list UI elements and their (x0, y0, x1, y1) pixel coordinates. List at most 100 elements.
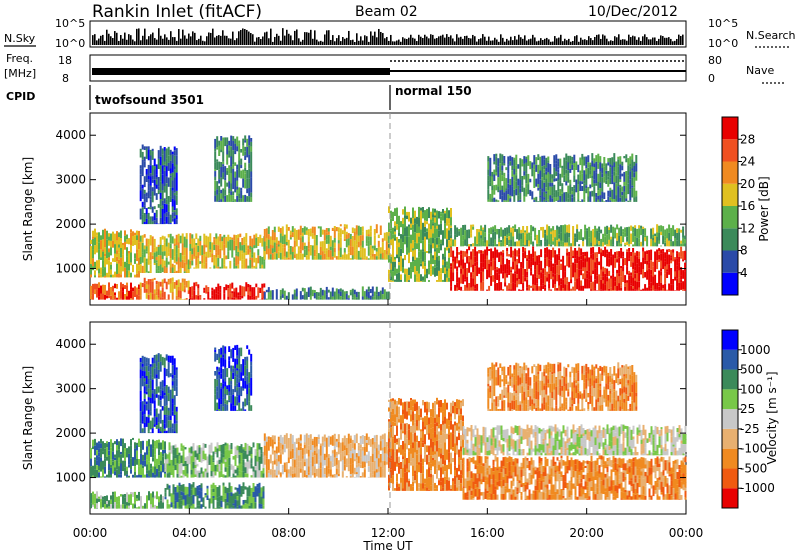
nsky-bar (516, 39, 518, 45)
v-cell (104, 443, 106, 449)
p-cell (501, 195, 504, 202)
v-cell (168, 450, 171, 453)
p-cell (548, 226, 551, 236)
p-cell (205, 262, 208, 269)
v-cell (120, 471, 122, 475)
p-cell (249, 249, 252, 253)
p-cell (365, 259, 368, 260)
nsky-bar (178, 29, 180, 45)
p-cell (676, 279, 679, 287)
p-cell (490, 261, 493, 267)
p-cell (183, 259, 186, 263)
v-cell (315, 453, 318, 464)
p-cell (110, 287, 112, 296)
v-cell (262, 451, 265, 458)
v-cell (90, 493, 92, 504)
p-cell (171, 206, 174, 213)
p-cell (124, 230, 126, 236)
p-cell (247, 284, 250, 288)
p-cell (220, 136, 223, 141)
v-cell (400, 469, 402, 478)
p-cell (611, 189, 614, 199)
p-cell (442, 271, 444, 274)
p-cell (602, 266, 605, 272)
p-cell (610, 239, 613, 247)
p-cell (237, 256, 240, 265)
v-cell (178, 455, 181, 460)
v-cell (130, 445, 132, 452)
v-cell (426, 415, 428, 425)
p-cell (414, 242, 416, 250)
p-cell (557, 181, 560, 192)
nsky-bar (390, 34, 392, 45)
v-cell (184, 447, 187, 450)
p-cell (549, 182, 552, 187)
p-cell (159, 271, 162, 273)
p-cell (361, 240, 364, 248)
v-cell (180, 455, 183, 464)
v-cell (267, 439, 270, 451)
p-cell (518, 227, 521, 234)
v-cell (377, 458, 380, 467)
p-cell (450, 228, 453, 235)
p-cell (517, 201, 520, 202)
p-cell (236, 146, 239, 152)
p-cell (143, 221, 146, 225)
p-cell (557, 166, 560, 170)
p-cell (112, 285, 114, 292)
nsky-bar (498, 41, 500, 45)
v-cell (186, 473, 189, 478)
p-cell (498, 252, 501, 259)
p-cell (670, 239, 673, 242)
p-cell (408, 224, 410, 227)
v-cell (408, 470, 410, 473)
v-cell (287, 438, 290, 449)
p-cell (159, 165, 162, 173)
v-cell (244, 503, 247, 509)
p-cell (361, 296, 364, 300)
p-cell (434, 264, 436, 268)
p-cell (607, 176, 610, 180)
v-cell (275, 446, 278, 454)
p-cell (251, 287, 254, 298)
p-cell (214, 195, 217, 202)
p-cell (556, 254, 559, 266)
v-cell (94, 445, 96, 456)
p-cell (412, 248, 414, 251)
p-cell (179, 267, 182, 273)
p-cell (495, 156, 498, 166)
p-cell (221, 241, 224, 251)
v-cell (152, 439, 154, 449)
v-cell (329, 455, 332, 461)
v-cell (279, 434, 282, 443)
p-cell (511, 157, 514, 166)
p-cell (396, 207, 398, 217)
p-cell (608, 251, 611, 259)
p-cell (207, 236, 210, 246)
p-cell (599, 188, 602, 196)
nsky-bar (382, 33, 384, 45)
v-cell (98, 496, 100, 499)
p-cell (285, 251, 288, 258)
p-cell (159, 255, 162, 265)
v-cell (383, 439, 386, 447)
p-cell (277, 244, 280, 247)
v-cell (158, 502, 160, 509)
p-cell (480, 245, 483, 247)
p-cell (242, 138, 245, 146)
p-cell (244, 155, 247, 160)
p-cell (339, 224, 342, 227)
nsky-bar (234, 40, 236, 45)
p-cell (438, 270, 440, 282)
v-cell (106, 501, 108, 505)
p-cell (566, 252, 569, 256)
p-cell (416, 243, 418, 249)
p-cell (597, 190, 600, 196)
p-cell (680, 240, 683, 244)
p-cell (564, 284, 567, 291)
p-cell (228, 165, 231, 174)
p-cell (267, 292, 270, 300)
p-cell (159, 237, 162, 245)
p-cell (132, 240, 134, 246)
p-cell (145, 192, 148, 197)
